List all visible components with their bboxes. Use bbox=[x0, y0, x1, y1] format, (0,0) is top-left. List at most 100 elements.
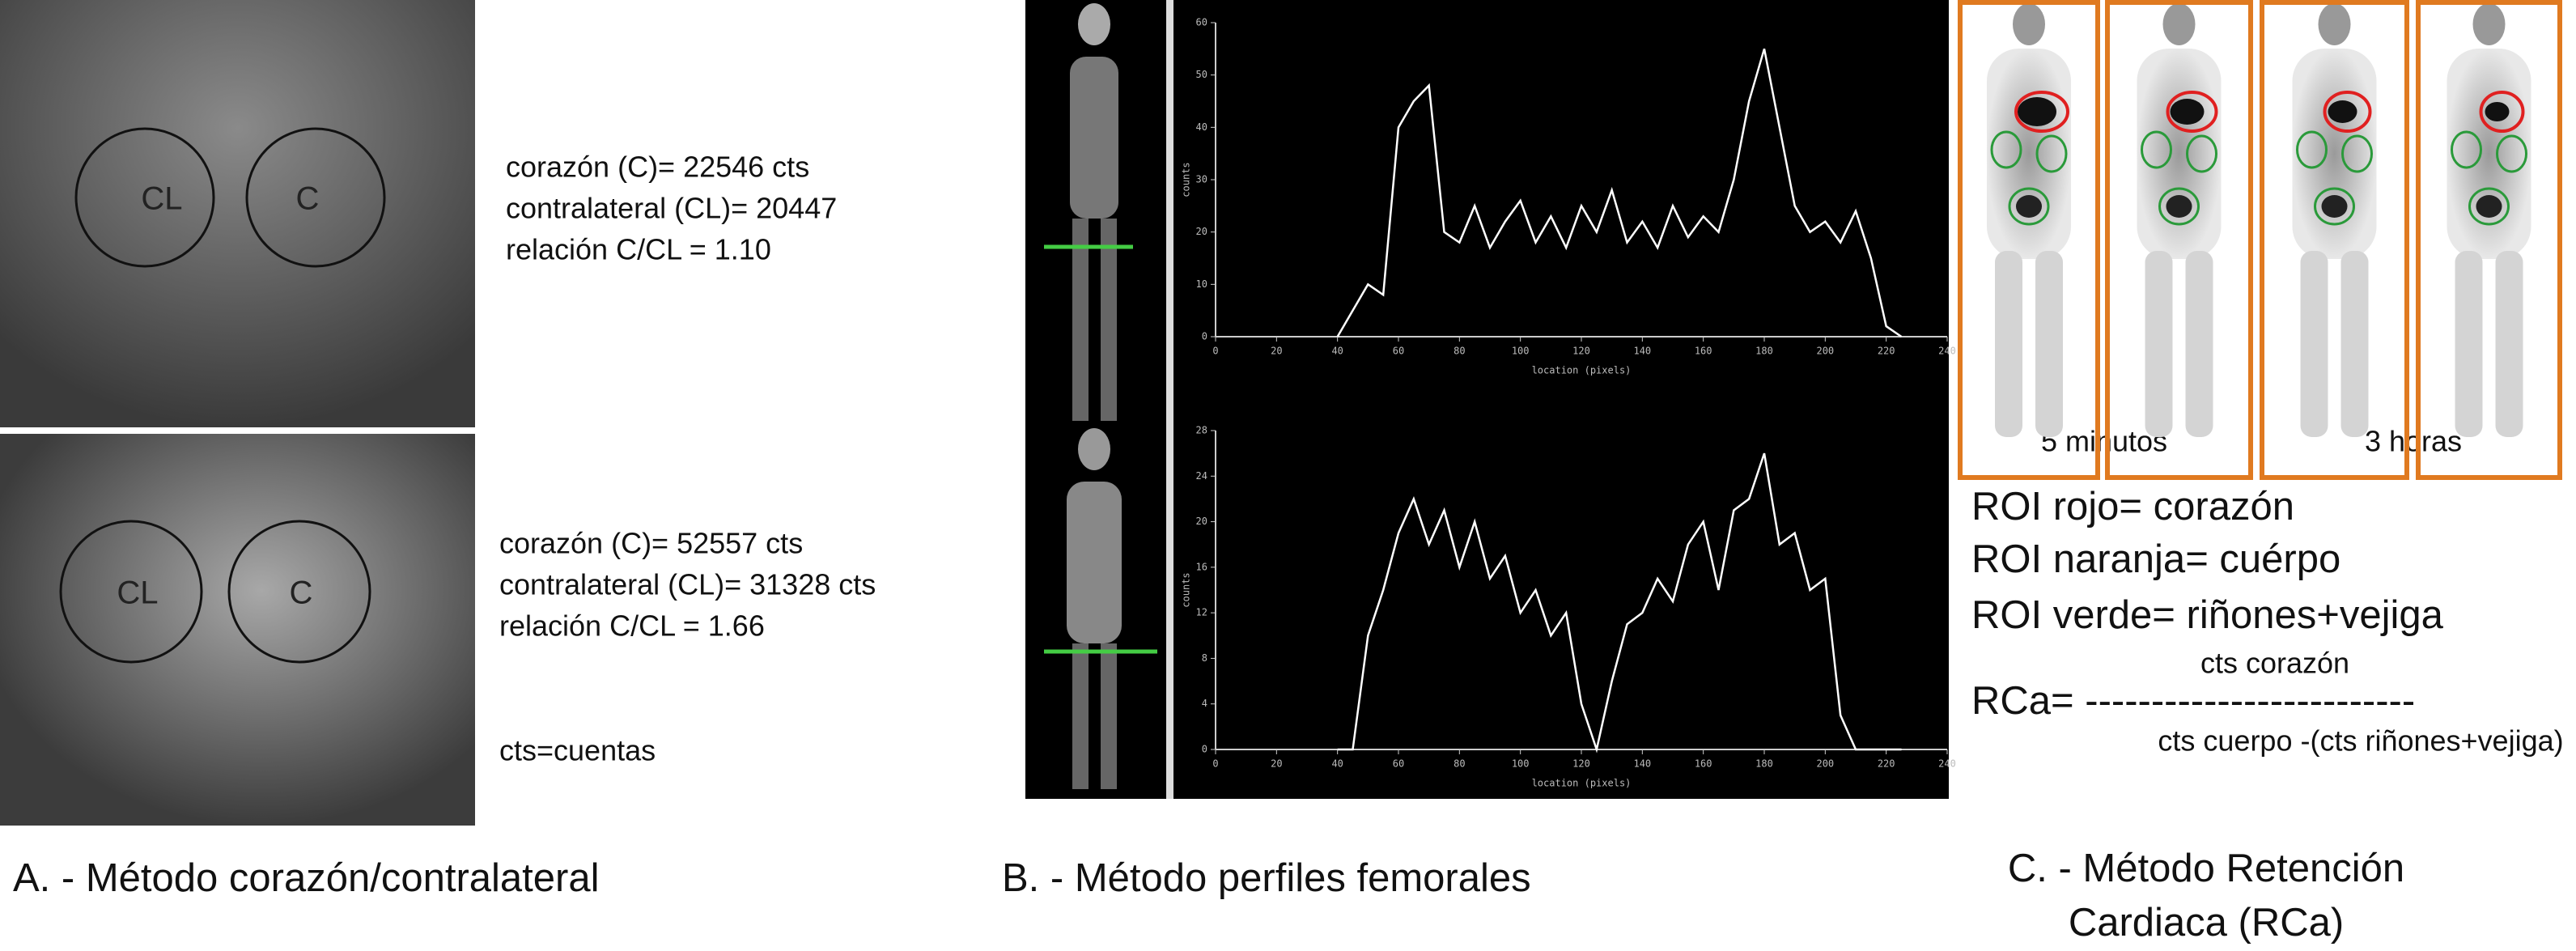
body-torso bbox=[2137, 49, 2222, 259]
bladder-uptake bbox=[2166, 195, 2192, 218]
x-tick-label: 180 bbox=[1755, 758, 1773, 770]
y-tick-label: 16 bbox=[1196, 561, 1207, 572]
body-leg bbox=[2035, 251, 2063, 437]
caption: C. - Método Retención bbox=[2008, 847, 2404, 890]
x-tick-label: 240 bbox=[1938, 346, 1956, 357]
x-tick-label: 160 bbox=[1695, 346, 1712, 357]
x-tick-label: 200 bbox=[1816, 758, 1834, 770]
x-tick-label: 60 bbox=[1393, 758, 1404, 770]
roi-bladder bbox=[2468, 187, 2510, 226]
x-tick-label: 120 bbox=[1572, 758, 1590, 770]
roi-label: C bbox=[290, 575, 313, 611]
skeleton-torso bbox=[1067, 482, 1122, 643]
body-torso bbox=[2447, 49, 2531, 259]
divider bbox=[1166, 0, 1173, 799]
x-tick-label: 20 bbox=[1271, 758, 1282, 770]
skeleton-torso bbox=[1070, 57, 1118, 219]
y-tick-label: 30 bbox=[1196, 174, 1207, 185]
body-head bbox=[2472, 3, 2506, 45]
scan-image bbox=[0, 434, 475, 826]
roi-circle bbox=[227, 520, 371, 664]
x-tick-label: 60 bbox=[1393, 346, 1404, 357]
body-torso bbox=[2292, 49, 2377, 259]
profile-curve bbox=[1337, 452, 1902, 754]
roi-label: CL bbox=[141, 181, 182, 217]
body-torso bbox=[1987, 49, 2071, 259]
skeleton-head bbox=[1078, 428, 1110, 470]
y-tick-label: 12 bbox=[1196, 607, 1207, 618]
x-tick-label: 100 bbox=[1512, 758, 1530, 770]
skeleton-head bbox=[1078, 3, 1110, 45]
x-tick-label: 140 bbox=[1633, 346, 1651, 357]
skeleton-leg bbox=[1101, 219, 1117, 421]
scan-image bbox=[0, 0, 475, 427]
roi-heart bbox=[2479, 91, 2525, 133]
x-axis-label: location (pixels) bbox=[1532, 365, 1632, 376]
y-tick-label: 50 bbox=[1196, 69, 1207, 80]
x-tick-label: 0 bbox=[1212, 758, 1218, 770]
x-tick-label: 80 bbox=[1454, 758, 1465, 770]
roi-bladder bbox=[2158, 187, 2200, 226]
x-tick-label: 100 bbox=[1512, 346, 1530, 357]
x-tick-label: 140 bbox=[1633, 758, 1651, 770]
heart-uptake bbox=[2485, 102, 2510, 121]
skeleton-leg bbox=[1101, 643, 1117, 789]
roi-kidney bbox=[2186, 134, 2217, 173]
scan-background bbox=[1025, 0, 1949, 799]
caption: A. - Método corazón/contralateral bbox=[13, 856, 599, 900]
roi-label: C bbox=[296, 181, 320, 217]
x-tick-label: 220 bbox=[1878, 758, 1895, 770]
caption: Cardiaca (RCa) bbox=[2069, 901, 2344, 945]
body-leg bbox=[2145, 251, 2173, 437]
roi-body bbox=[2416, 0, 2562, 480]
x-tick-label: 0 bbox=[1212, 346, 1218, 357]
roi-circle bbox=[74, 127, 215, 268]
x-tick-label: 240 bbox=[1938, 758, 1956, 770]
legend-line: ROI rojo= corazón bbox=[1971, 485, 2294, 529]
result-line: corazón (C)= 22546 cts bbox=[506, 151, 809, 184]
x-tick-label: 40 bbox=[1331, 346, 1343, 357]
caption: B. - Método perfiles femorales bbox=[1002, 856, 1531, 900]
heart-uptake bbox=[2328, 100, 2357, 123]
body-leg bbox=[2300, 251, 2328, 437]
roi-kidney bbox=[2496, 134, 2527, 173]
skeleton-leg bbox=[1072, 643, 1089, 789]
result-line: contralateral (CL)= 31328 cts bbox=[499, 568, 876, 601]
profile-plot: 0 20 40 60 80 100 120 140 160 180 200 220 240 0 4 8 12 16… bbox=[1181, 425, 1956, 789]
roi-circle bbox=[245, 127, 386, 268]
panel-a: CL C CL C corazón (C)= 22546 cts contral… bbox=[0, 0, 876, 900]
roi-body bbox=[1958, 0, 2100, 480]
roi-heart bbox=[2323, 91, 2372, 133]
x-tick-label: 80 bbox=[1454, 346, 1465, 357]
result-line: contralateral (CL)= 20447 bbox=[506, 192, 837, 225]
y-tick-label: 20 bbox=[1196, 226, 1207, 237]
bladder-uptake bbox=[2476, 195, 2502, 218]
body-head bbox=[2013, 3, 2045, 45]
x-tick-label: 180 bbox=[1755, 346, 1773, 357]
x-tick-label: 40 bbox=[1331, 758, 1343, 770]
roi-heart bbox=[2166, 91, 2218, 133]
y-tick-label: 20 bbox=[1196, 516, 1207, 527]
legend-line: ROI naranja= cuérpo bbox=[1971, 537, 2340, 581]
roi-kidney bbox=[2341, 134, 2373, 173]
profile-curve bbox=[1336, 48, 1903, 338]
body-leg bbox=[2340, 251, 2369, 437]
roi-body bbox=[2105, 0, 2253, 480]
x-tick-label: 20 bbox=[1271, 346, 1282, 357]
profile-plot: 0 20 40 60 80 100 120 140 160 180 200 220 240 0 10 20 30… bbox=[1181, 17, 1956, 376]
body-leg bbox=[2185, 251, 2213, 437]
panel-b: B. - Método perfiles femorales 0 20 40 60 80… bbox=[1002, 0, 1956, 900]
y-tick-label: 0 bbox=[1202, 744, 1207, 755]
roi-heart bbox=[2014, 91, 2069, 133]
heart-uptake bbox=[2170, 99, 2205, 125]
y-tick-label: 28 bbox=[1196, 425, 1207, 436]
legend-line: ROI verde= riñones+vejiga bbox=[1971, 593, 2444, 637]
y-axis-label: counts bbox=[1181, 162, 1192, 197]
body-leg bbox=[2455, 251, 2483, 437]
x-tick-label: 220 bbox=[1878, 346, 1895, 357]
result-line: relación C/CL = 1.10 bbox=[506, 233, 771, 266]
roi-bladder bbox=[2008, 187, 2050, 226]
formula-lhs: RCa= ------------------------- bbox=[1971, 679, 2415, 723]
x-tick-label: 120 bbox=[1572, 346, 1590, 357]
